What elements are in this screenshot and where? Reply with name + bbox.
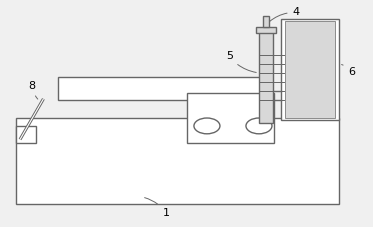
Circle shape bbox=[246, 118, 272, 134]
Bar bbox=[186, 93, 274, 143]
Bar bbox=[58, 77, 261, 100]
Bar bbox=[256, 27, 276, 33]
Bar bbox=[281, 19, 339, 120]
Text: 1: 1 bbox=[145, 198, 170, 218]
Text: 7: 7 bbox=[224, 116, 235, 131]
Text: 5: 5 bbox=[226, 51, 256, 72]
Bar bbox=[16, 126, 36, 143]
Bar bbox=[259, 28, 273, 123]
Text: 6: 6 bbox=[342, 64, 355, 77]
Bar bbox=[263, 17, 269, 27]
Bar bbox=[16, 118, 339, 204]
Text: 4: 4 bbox=[270, 7, 300, 21]
Text: 8: 8 bbox=[29, 81, 38, 99]
Circle shape bbox=[194, 118, 220, 134]
Bar bbox=[285, 21, 335, 118]
